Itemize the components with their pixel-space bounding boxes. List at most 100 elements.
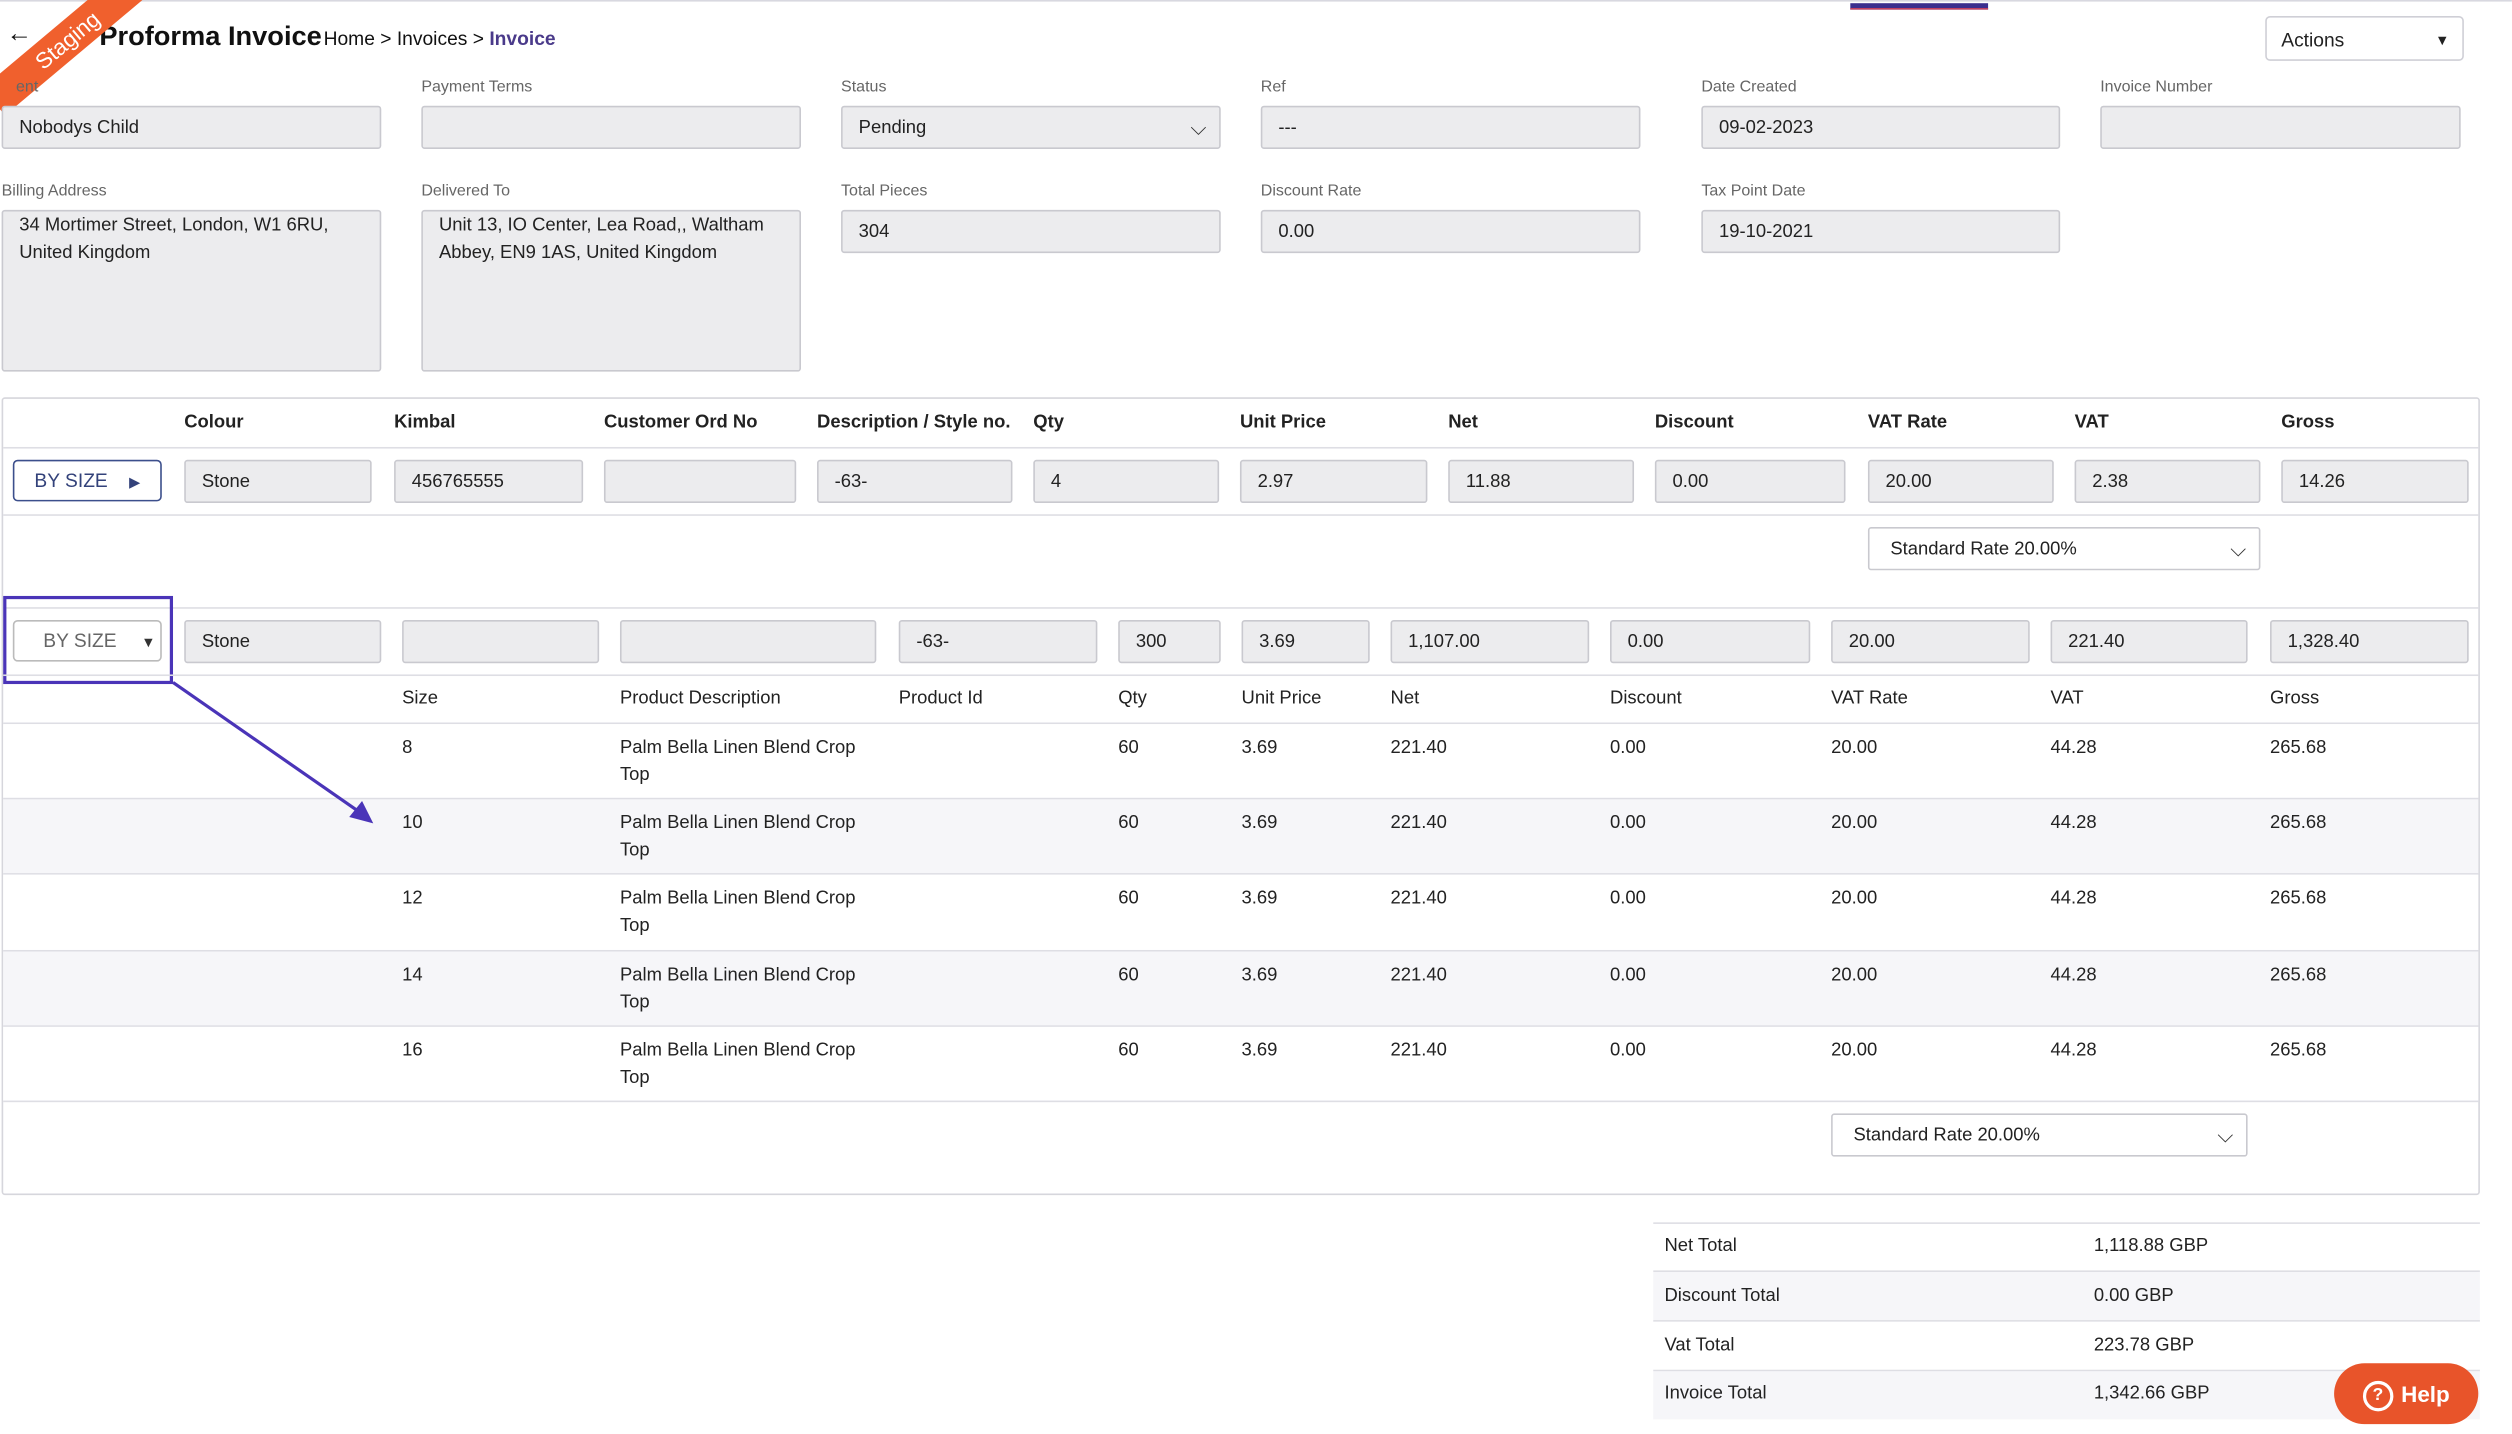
delivered-to-field[interactable]: Unit 13, IO Center, Lea Road,, Waltham A… xyxy=(421,209,801,372)
tax-point-date-label: Tax Point Date xyxy=(1701,182,1806,201)
line-net-field[interactable]: 1,107.00 xyxy=(1390,619,1590,664)
staging-ribbon: Staging xyxy=(0,0,153,116)
qty-cell: 60 xyxy=(1118,889,1139,909)
vat-rate-cell: 20.00 xyxy=(1831,966,1878,986)
product-description-line: Top xyxy=(619,765,650,785)
caret-right-icon: ▶ xyxy=(129,474,141,491)
product-description-line: Palm Bella Linen Blend Crop xyxy=(619,738,856,758)
breadcrumb-separator: > xyxy=(380,27,392,50)
breadcrumb-invoices[interactable]: Invoices xyxy=(396,27,468,50)
product-description-cell: Palm Bella Linen Blend Crop Top xyxy=(620,886,856,940)
divider xyxy=(3,949,2479,952)
size-header-net: Net xyxy=(1390,688,1420,709)
chevron-down-icon: ⌵ xyxy=(1190,115,1207,140)
invoice-total-label: Invoice Total xyxy=(1664,1384,1767,1404)
line-discount-field[interactable]: 0.00 xyxy=(1610,619,1811,664)
divider xyxy=(1653,1222,2480,1224)
product-description-line: Palm Bella Linen Blend Crop xyxy=(619,966,856,986)
product-description-line: Top xyxy=(619,1068,650,1088)
net-total-label: Net Total xyxy=(1664,1236,1737,1256)
actions-dropdown[interactable]: Actions ▼ xyxy=(2265,16,2464,61)
qty-cell: 60 xyxy=(1118,966,1139,986)
line-vat-rate-field[interactable]: 20.00 xyxy=(1831,619,2030,664)
line-colour-field[interactable]: Stone xyxy=(184,619,382,664)
qty-cell: 60 xyxy=(1118,738,1139,758)
help-button[interactable]: ? Help xyxy=(2334,1363,2479,1425)
vat-rate-select[interactable]: Standard Rate 20.00% ⌵ xyxy=(1867,527,2261,571)
line-discount-field[interactable]: 0.00 xyxy=(1654,459,1846,504)
vat-rate-select-value: Standard Rate 20.00% xyxy=(1853,1126,2040,1146)
total-pieces-field[interactable]: 304 xyxy=(841,209,1221,254)
divider xyxy=(3,873,2479,875)
line-colour-field[interactable]: Stone xyxy=(184,459,372,504)
divider xyxy=(1653,1369,2480,1372)
discount-cell: 0.00 xyxy=(1610,738,1646,758)
line-gross-field[interactable]: 1,328.40 xyxy=(2270,619,2469,664)
date-created-label: Date Created xyxy=(1701,78,1797,97)
by-size-button[interactable]: BY SIZE ▶ xyxy=(12,459,162,502)
line-description-field[interactable]: -63- xyxy=(898,619,1098,664)
product-description-cell: Palm Bella Linen Blend Crop Top xyxy=(620,1038,856,1092)
table-row: 8 Palm Bella Linen Blend Crop Top 60 3.69… xyxy=(3,724,2479,798)
line-unit-price-field[interactable]: 2.97 xyxy=(1239,459,1428,504)
line-customer-ord-field[interactable] xyxy=(603,459,797,504)
actions-label: Actions xyxy=(2281,28,2345,52)
col-header-qty: Qty xyxy=(1033,413,1065,433)
line-qty-field[interactable]: 4 xyxy=(1033,459,1220,504)
product-description-cell: Palm Bella Linen Blend Crop Top xyxy=(620,811,856,865)
client-field[interactable]: Nobodys Child xyxy=(1,105,382,149)
discount-rate-field[interactable]: 0.00 xyxy=(1260,209,1641,254)
line-qty-field[interactable]: 300 xyxy=(1118,619,1221,664)
gross-cell: 265.68 xyxy=(2270,738,2327,758)
page-title: Proforma Invoice xyxy=(99,20,322,52)
help-circle-icon: ? xyxy=(2362,1380,2394,1412)
size-header-qty: Qty xyxy=(1118,688,1147,709)
unit-price-cell: 3.69 xyxy=(1241,813,1278,834)
line-kimbal-field[interactable]: 456765555 xyxy=(394,459,584,504)
delivered-to-label: Delivered To xyxy=(421,182,511,201)
caret-down-icon: ▼ xyxy=(141,634,156,651)
size-header-size: Size xyxy=(402,688,438,709)
line-gross-field[interactable]: 14.26 xyxy=(2281,459,2469,504)
chevron-down-icon: ⌵ xyxy=(2217,1123,2234,1148)
tax-point-date-field[interactable]: 19-10-2021 xyxy=(1701,209,2061,254)
billing-address-field[interactable]: 34 Mortimer Street, London, W1 6RU, Unit… xyxy=(1,209,382,372)
vat-cell: 44.28 xyxy=(2050,738,2097,758)
table-row: 10 Palm Bella Linen Blend Crop Top 60 3.6… xyxy=(3,799,2479,874)
line-vat-field[interactable]: 2.38 xyxy=(2074,459,2261,504)
col-header-kimbal: Kimbal xyxy=(394,413,456,433)
line-net-field[interactable]: 11.88 xyxy=(1448,459,1635,504)
net-cell: 221.40 xyxy=(1390,738,1447,758)
billing-address-label: Billing Address xyxy=(1,182,107,201)
size-cell: 14 xyxy=(402,966,423,986)
back-arrow-icon[interactable]: ← xyxy=(6,20,33,49)
size-cell: 16 xyxy=(402,1041,423,1061)
col-header-description: Description / Style no. xyxy=(817,413,1011,433)
breadcrumb-home[interactable]: Home xyxy=(323,27,375,50)
vat-rate-select[interactable]: Standard Rate 20.00% ⌵ xyxy=(1831,1113,2248,1157)
status-select[interactable]: Pending ⌵ xyxy=(841,105,1221,149)
product-description-line: Palm Bella Linen Blend Crop xyxy=(619,1041,856,1061)
breadcrumb: Home > Invoices > Invoice xyxy=(324,27,556,49)
date-created-field[interactable]: 09-02-2023 xyxy=(1701,105,2061,149)
ref-field[interactable]: --- xyxy=(1260,105,1641,149)
size-cell: 10 xyxy=(402,813,423,834)
line-vat-rate-field[interactable]: 20.00 xyxy=(1867,459,2054,504)
discount-cell: 0.00 xyxy=(1610,966,1646,986)
net-total-value: 1,118.88 GBP xyxy=(2093,1236,2209,1256)
col-header-colour: Colour xyxy=(184,413,244,433)
product-description-line: Palm Bella Linen Blend Crop xyxy=(619,813,856,834)
caret-down-icon: ▼ xyxy=(2435,32,2450,49)
payment-terms-field[interactable] xyxy=(421,105,801,149)
product-description-line: Top xyxy=(619,916,650,936)
line-kimbal-field[interactable] xyxy=(402,619,600,664)
total-pieces-label: Total Pieces xyxy=(841,182,928,201)
line-description-field[interactable]: -63- xyxy=(817,459,1013,504)
invoice-number-field[interactable] xyxy=(2100,105,2461,149)
line-unit-price-field[interactable]: 3.69 xyxy=(1241,619,1370,664)
status-label: Status xyxy=(841,78,887,97)
line-customer-ord-field[interactable] xyxy=(619,619,877,664)
by-size-dropdown[interactable]: BY SIZE ▼ xyxy=(12,619,162,662)
line-vat-field[interactable]: 221.40 xyxy=(2050,619,2248,664)
highlight-annotation-box xyxy=(3,595,174,685)
